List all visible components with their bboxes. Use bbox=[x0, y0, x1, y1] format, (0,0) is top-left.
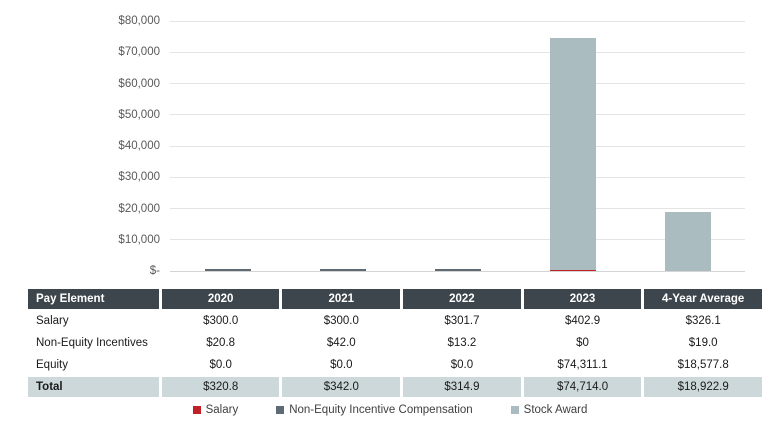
legend-swatch-icon bbox=[510, 406, 519, 414]
gridline-6 bbox=[170, 83, 745, 84]
bar-4-year-average bbox=[664, 211, 711, 271]
gridline-1 bbox=[170, 239, 745, 241]
y-axis-tick-label: $70,000 bbox=[118, 46, 160, 59]
value-cell: $0.0 bbox=[403, 355, 521, 375]
segment-total-strip bbox=[204, 269, 251, 271]
bar-2022 bbox=[434, 269, 481, 271]
column-header-2022: 2022 bbox=[403, 289, 521, 309]
value-cell: $0 bbox=[523, 333, 642, 353]
row-label: Salary bbox=[28, 311, 159, 331]
legend-item-non-equity-incentive-compensation: Non-Equity Incentive Compensation bbox=[276, 404, 473, 416]
table-row-non-equity-incentives: Non-Equity Incentives $20.8 $42.0 $13.2 $0 $1… bbox=[28, 333, 762, 353]
row-label: Total bbox=[28, 377, 159, 397]
gridline-2 bbox=[170, 208, 745, 209]
table-row-equity: Equity $0.0 $0.0 $0.0 $74,311.1 $18,577.8 bbox=[28, 355, 762, 375]
stacked-bar-chart: $- $10,000 $20,000 $30,000 $40,000 $50,000 $60… bbox=[118, 15, 745, 277]
value-cell: $320.8 bbox=[161, 377, 280, 397]
value-cell: $19.0 bbox=[644, 333, 762, 353]
value-cell: $314.9 bbox=[403, 377, 521, 397]
y-axis-tick-label: $- bbox=[149, 265, 160, 277]
value-cell: $20.8 bbox=[161, 333, 280, 353]
row-label: Equity bbox=[28, 355, 159, 375]
y-axis-tick-label: $20,000 bbox=[118, 202, 160, 215]
segment-total-strip bbox=[434, 269, 481, 271]
gridline-8 bbox=[170, 20, 745, 22]
table-row-salary: Salary $300.0 $300.0 $301.7 $402.9 $326.1 bbox=[28, 311, 762, 331]
bar-2023 bbox=[549, 37, 596, 271]
value-cell: $18,577.8 bbox=[644, 355, 762, 375]
y-axis-tick-label: $40,000 bbox=[118, 140, 160, 152]
value-cell: $402.9 bbox=[523, 311, 642, 331]
value-cell: $74,714.0 bbox=[523, 377, 642, 397]
table-body: Salary $300.0 $300.0 $301.7 $402.9 $326.1 Non-… bbox=[28, 311, 762, 397]
segment-total-strip bbox=[319, 269, 366, 271]
legend-swatch-icon bbox=[192, 406, 201, 414]
gridline-3 bbox=[170, 176, 745, 178]
column-header-4-year-average: 4-Year Average bbox=[644, 289, 762, 309]
pay-element-table: Pay Element 2020 2021 2022 2023 4-Year Averag… bbox=[25, 287, 765, 399]
value-cell: $13.2 bbox=[403, 333, 521, 353]
y-axis-tick-label: $10,000 bbox=[118, 233, 160, 246]
bar-2020 bbox=[204, 269, 251, 271]
legend-label: Non-Equity Incentive Compensation bbox=[289, 404, 473, 416]
bar-2021 bbox=[319, 269, 366, 271]
table-header: Pay Element 2020 2021 2022 2023 4-Year Averag… bbox=[28, 289, 762, 309]
legend-label: Stock Award bbox=[523, 404, 588, 416]
column-header-2023: 2023 bbox=[523, 289, 642, 309]
legend-label: Salary bbox=[205, 404, 239, 416]
column-header-2021: 2021 bbox=[282, 289, 401, 309]
row-label: Non-Equity Incentives bbox=[28, 333, 159, 353]
value-cell: $74,311.1 bbox=[523, 355, 642, 375]
gridline-7 bbox=[170, 51, 745, 53]
value-cell: $0.0 bbox=[161, 355, 280, 375]
value-cell: $326.1 bbox=[644, 311, 762, 331]
y-axis-tick-label: $30,000 bbox=[118, 171, 160, 184]
column-header-2020: 2020 bbox=[161, 289, 280, 309]
segment-stock-award bbox=[664, 211, 711, 271]
value-cell: $342.0 bbox=[282, 377, 401, 397]
value-cell: $300.0 bbox=[161, 311, 280, 331]
value-cell: $300.0 bbox=[282, 311, 401, 331]
gridline-4 bbox=[170, 145, 745, 147]
column-header-pay-element: Pay Element bbox=[28, 289, 159, 309]
table-header-row: Pay Element 2020 2021 2022 2023 4-Year Averag… bbox=[28, 289, 762, 309]
value-cell: $0.0 bbox=[282, 355, 401, 375]
y-axis-tick-label: $50,000 bbox=[118, 108, 160, 121]
gridline-0 bbox=[170, 270, 745, 272]
table-row-total: Total $320.8 $342.0 $314.9 $74,714.0 $18,922.… bbox=[28, 377, 762, 397]
gridline-5 bbox=[170, 114, 745, 116]
legend-item-stock-award: Stock Award bbox=[510, 404, 588, 416]
value-cell: $18,922.9 bbox=[644, 377, 762, 397]
chart-plot-area bbox=[170, 20, 745, 272]
segment-stock-award bbox=[549, 37, 596, 270]
y-axis-tick-label: $80,000 bbox=[118, 15, 160, 27]
y-axis-tick-label: $60,000 bbox=[118, 77, 160, 90]
segment-salary bbox=[549, 269, 596, 271]
chart-legend: Salary Non-Equity Incentive Compensation S… bbox=[0, 404, 780, 416]
legend-item-salary: Salary bbox=[192, 404, 239, 416]
value-cell: $42.0 bbox=[282, 333, 401, 353]
legend-swatch-icon bbox=[276, 406, 285, 414]
value-cell: $301.7 bbox=[403, 311, 521, 331]
